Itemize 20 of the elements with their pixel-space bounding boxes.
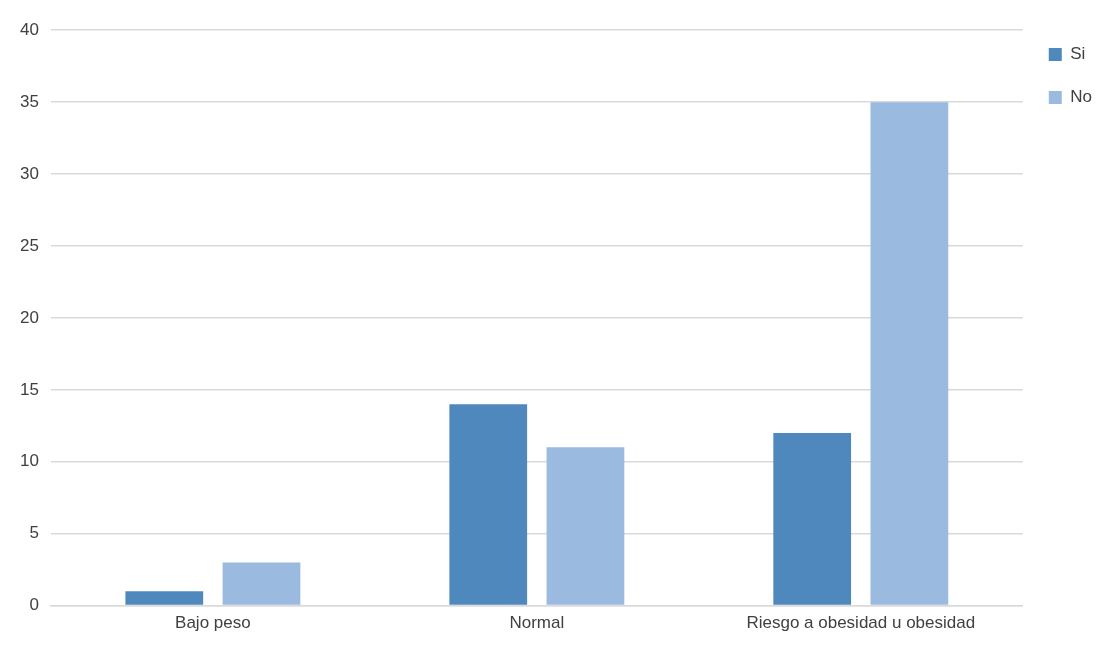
- y-tick-label: 20: [19, 307, 39, 327]
- y-tick-label: 10: [19, 451, 39, 471]
- x-tick-label: Riesgo a obesidad u obesidad: [746, 613, 976, 633]
- y-tick-label: 35: [19, 91, 39, 111]
- x-tick-label: Bajo peso: [175, 613, 251, 633]
- bar: [546, 447, 625, 605]
- bar: [222, 562, 301, 605]
- y-tick-label: 25: [19, 235, 39, 255]
- bar: [449, 404, 528, 605]
- y-tick-label: 0: [29, 595, 39, 615]
- x-tick-label: Normal: [509, 613, 565, 633]
- y-tick-label: 40: [19, 19, 39, 39]
- y-tick-label: 15: [19, 379, 39, 399]
- bar: [870, 102, 949, 605]
- bar: [125, 591, 204, 605]
- legend-label: No: [1070, 87, 1092, 107]
- y-tick-label: 5: [29, 523, 39, 543]
- bar: [773, 432, 852, 605]
- y-tick-label: 30: [19, 163, 39, 183]
- legend-label: Si: [1070, 44, 1086, 64]
